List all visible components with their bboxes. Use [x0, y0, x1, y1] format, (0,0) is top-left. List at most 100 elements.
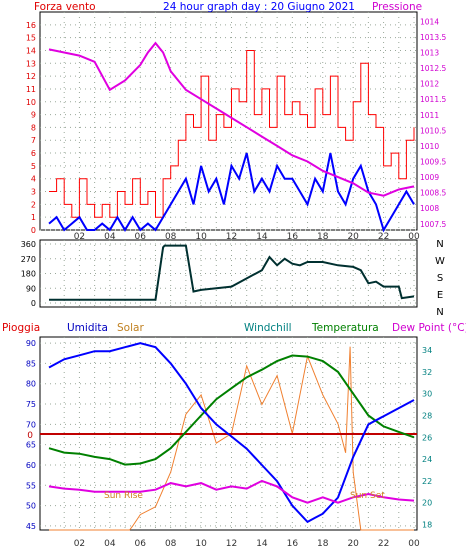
humidity-line [48, 342, 415, 524]
wind-pressure-plot-area [39, 11, 418, 231]
x-tick-label: 04 [104, 232, 116, 242]
x-tick-label: 10 [195, 232, 207, 242]
humidity-legend: Umidita [67, 322, 108, 334]
wind-average-line [48, 152, 415, 233]
time-axis-bottom: 02 04 06 08 10 12 14 16 18 20 22 00 [74, 539, 420, 549]
x-tick-label: 16 [287, 232, 299, 242]
x-tick-label: 20 [347, 232, 359, 242]
temperature-tick-label: 32 [422, 368, 432, 377]
temperature-line [48, 354, 415, 466]
temperature-tick-label: 22 [422, 477, 432, 486]
wind-direction-tick-label: 0 [31, 299, 36, 308]
x-tick-label: 12 [226, 232, 237, 242]
x-tick-label: 06 [135, 539, 147, 549]
x-tick-label: 12 [226, 539, 237, 549]
humidity-tick-label: 90 [26, 339, 36, 348]
pressure-tick-label: 1011 [420, 111, 439, 120]
x-tick-label: 02 [74, 539, 85, 549]
pressure-tick-label: 1010 [420, 142, 439, 151]
pressure-tick-label: 1010.5 [420, 126, 446, 135]
wind-speed-tick-label: 2 [31, 200, 36, 209]
humidity-axis: 45 50 55 60 65 70 75 80 85 90 [26, 339, 36, 531]
temperature-tick-label: 26 [422, 433, 432, 442]
wind-average-series [48, 152, 415, 233]
pressure-tick-label: 1014 [420, 17, 439, 26]
x-tick-label: 02 [74, 232, 85, 242]
pressure-tick-label: 1008 [420, 204, 439, 213]
compass-label: W [435, 256, 445, 267]
wind-speed-line [49, 50, 415, 218]
humidity-tick-label: 50 [26, 502, 36, 511]
wind-speed-tick-label: 0 [31, 226, 36, 235]
dew-point-legend: Dew Point (°C) [392, 322, 466, 334]
x-tick-label: 14 [256, 232, 268, 242]
x-tick-label: 14 [256, 539, 268, 549]
rain-legend: Pioggia [2, 322, 40, 334]
solar-line [49, 346, 414, 531]
wind-direction-tick-label: 270 [21, 255, 36, 264]
temperature-tick-label: 24 [422, 455, 432, 464]
wind-speed-tick-label: 5 [31, 162, 36, 171]
humidity-tick-label: 80 [26, 380, 36, 389]
time-axis-top: 02 04 06 08 10 12 14 16 18 20 22 00 [74, 232, 420, 242]
wind-speed-tick-label: 15 [26, 34, 36, 43]
x-tick-label: 18 [317, 232, 329, 242]
wind-speed-tick-label: 14 [26, 46, 36, 55]
windchill-legend: Windchill [244, 322, 292, 334]
x-tick-label: 00 [408, 232, 420, 242]
pressure-tick-label: 1012 [420, 80, 439, 89]
pressure-tick-label: 1009.5 [420, 157, 446, 166]
wind-speed-tick-label: 10 [26, 98, 36, 107]
graph-title: 24 hour graph day : 20 Giugno 2021 [163, 1, 355, 13]
wind-speed-tick-label: 9 [31, 111, 36, 120]
wind-speed-series [49, 50, 415, 218]
humidity-tick-label: 75 [26, 400, 36, 409]
x-tick-label: 10 [195, 539, 207, 549]
wind-direction-line [49, 244, 415, 301]
humidity-tick-label: 70 [26, 420, 36, 429]
wind-direction-series [49, 244, 415, 301]
wind-direction-axis: 0 90 180 270 360 [21, 240, 36, 308]
wind-speed-tick-label: 7 [31, 136, 36, 145]
sun-set-label: Sun Set [350, 491, 385, 501]
humidity-tick-label: 85 [26, 359, 36, 368]
pressure-series [48, 41, 415, 197]
humidity-series [48, 342, 415, 524]
x-tick-label: 20 [347, 539, 359, 549]
pressure-axis: 1007.5 1008 1008.5 1009 1009.5 1010 1010.5 1011… [420, 17, 446, 228]
wind-speed-axis-label: Forza vento [34, 1, 96, 13]
wind-direction-tick-label: 90 [26, 284, 36, 293]
x-tick-label: 04 [104, 539, 116, 549]
x-tick-label: 16 [287, 539, 299, 549]
sun-rise-label: Sun Rise [104, 491, 143, 501]
wind-speed-tick-label: 11 [26, 85, 36, 94]
pressure-tick-label: 1013.5 [420, 33, 446, 42]
pressure-axis-label: Pressione [372, 1, 422, 13]
wind-speed-tick-label: 12 [26, 72, 36, 81]
x-tick-label: 08 [165, 539, 177, 549]
compass-label: N [436, 239, 443, 250]
pressure-tick-label: 1012.5 [420, 64, 446, 73]
humidity-tick-label: 65 [26, 441, 36, 450]
solar-series [49, 346, 414, 531]
pressure-tick-label: 1011.5 [420, 95, 446, 104]
x-tick-label: 08 [165, 232, 177, 242]
temperature-legend: Temperatura [311, 322, 379, 334]
temperature-tick-label: 18 [422, 521, 432, 530]
pressure-tick-label: 1007.5 [420, 220, 446, 229]
humidity-tick-label: 45 [26, 522, 36, 531]
x-tick-label: 00 [408, 539, 420, 549]
dew-point-series [48, 479, 415, 504]
wind-speed-tick-label: 8 [31, 123, 36, 132]
temperature-series [48, 354, 415, 466]
wind-speed-tick-label: 4 [31, 175, 36, 184]
humidity-tick-label: 55 [26, 481, 36, 490]
wind-direction-tick-label: 360 [21, 240, 36, 249]
wind-speed-tick-label: 16 [26, 21, 36, 30]
temperature-tick-label: 34 [422, 346, 432, 355]
